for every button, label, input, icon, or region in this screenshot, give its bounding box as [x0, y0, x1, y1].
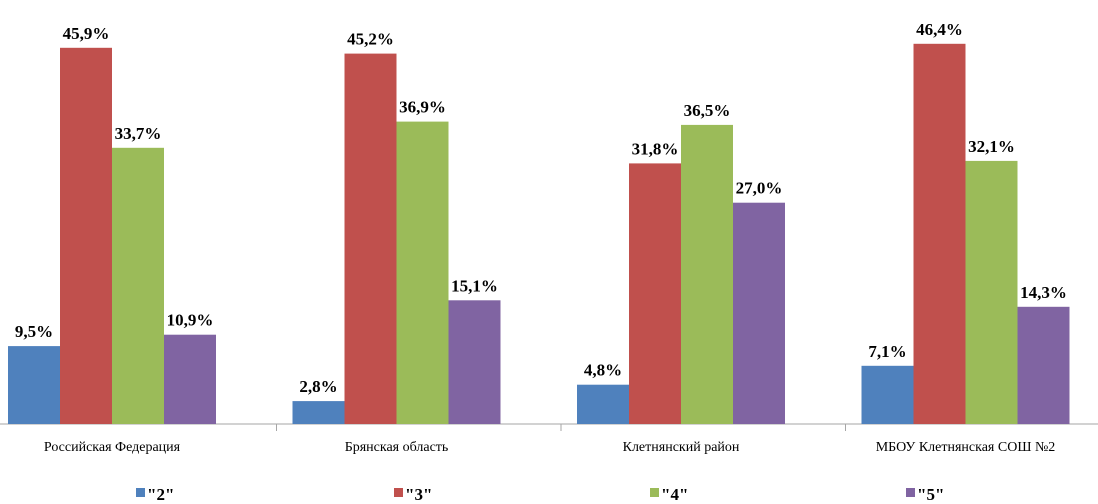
legend-swatch: [136, 488, 145, 497]
bar: [681, 124, 733, 425]
data-label: 45,9%: [63, 24, 110, 43]
bar: [861, 365, 914, 424]
bar: [60, 47, 112, 425]
data-label: 9,5%: [15, 322, 53, 341]
data-label: 32,1%: [968, 137, 1015, 156]
legend-swatch: [906, 488, 915, 497]
bar: [112, 147, 164, 425]
legend: "2" "3" "4" "5": [136, 485, 944, 504]
bar: [733, 202, 785, 424]
data-label: 7,1%: [868, 342, 906, 361]
bars-layer: [8, 43, 1070, 425]
bar: [965, 160, 1018, 424]
bar: [448, 300, 501, 424]
category-ticks-layer: [276, 424, 846, 431]
category-labels-layer: Российская Федерация Брянская область Клет…: [44, 440, 1055, 455]
data-label: 33,7%: [115, 124, 162, 143]
data-label: 36,9%: [399, 98, 446, 117]
legend-swatch: [394, 488, 403, 497]
bar: [629, 163, 681, 424]
legend-label: "3": [405, 485, 432, 504]
bar: [292, 401, 345, 424]
bar: [1017, 306, 1070, 424]
bar: [913, 43, 966, 425]
data-label: 46,4%: [916, 20, 963, 39]
data-label: 31,8%: [632, 139, 679, 158]
bar: [164, 334, 216, 424]
bar: [577, 384, 629, 424]
bar: [396, 121, 449, 424]
legend-label: "5": [917, 485, 944, 504]
legend-label: "2": [147, 485, 174, 504]
category-label: Клетнянский район: [623, 440, 740, 455]
data-label: 2,8%: [299, 377, 337, 396]
category-label: Брянская область: [345, 440, 449, 455]
data-label: 36,5%: [684, 101, 731, 120]
data-label: 27,0%: [736, 179, 783, 198]
data-label: 14,3%: [1020, 283, 1067, 302]
category-label: Российская Федерация: [44, 440, 181, 455]
data-label: 45,2%: [347, 30, 394, 49]
bar: [344, 53, 397, 424]
data-label: 4,8%: [584, 361, 622, 380]
legend-swatch: [650, 488, 659, 497]
data-label: 15,1%: [451, 276, 498, 295]
bar: [8, 346, 60, 424]
category-label: МБОУ Клетнянская СОШ №2: [876, 440, 1056, 455]
legend-label: "4": [661, 485, 688, 504]
data-labels-layer: 9,5% 45,9% 33,7% 10,9% 2,8% 45,2% 36,9% 15,1% 4,…: [15, 20, 1067, 396]
data-label: 10,9%: [167, 311, 214, 330]
